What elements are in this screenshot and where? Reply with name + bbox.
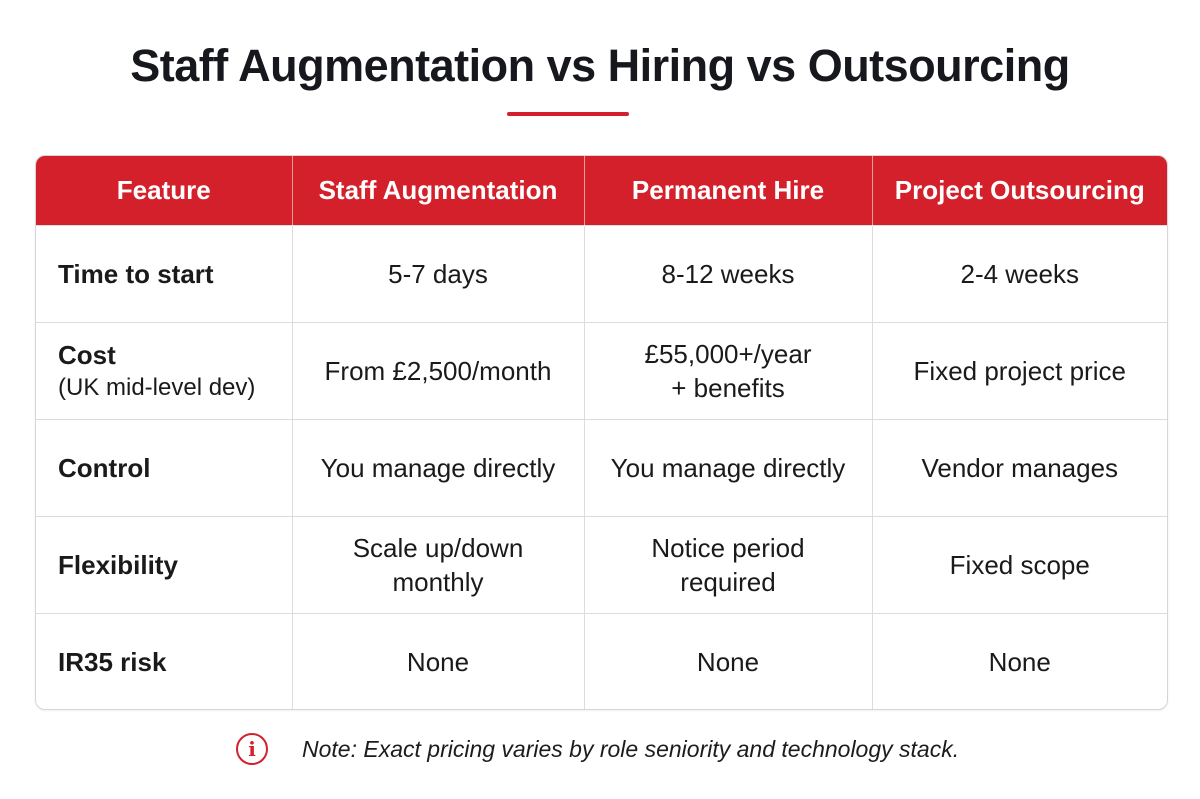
cell-text: None bbox=[696, 646, 760, 677]
cell-permanent-hire: None bbox=[583, 612, 872, 709]
table-row: Control You manage directly You manage dir… bbox=[36, 418, 1167, 516]
cell-project-outsourcing: None bbox=[871, 612, 1167, 709]
cell-permanent-hire: 8-12 weeks bbox=[583, 224, 872, 322]
cell-text: 5-7 days bbox=[388, 258, 488, 289]
cell-text: monthly bbox=[392, 566, 484, 597]
header-feature: Feature bbox=[116, 174, 211, 205]
header-staff-augmentation: Staff Augmentation bbox=[291, 156, 584, 225]
feature-cell: IR35 risk bbox=[36, 612, 292, 709]
cell-staff-augmentation: You manage directly bbox=[291, 418, 584, 516]
cell-project-outsourcing: Fixed project price bbox=[871, 321, 1167, 419]
feature-label: Cost bbox=[58, 339, 116, 370]
cell-text: + benefits bbox=[671, 372, 785, 403]
comparison-table: Feature Staff Augmentation Permanent Hir… bbox=[35, 155, 1168, 710]
cell-project-outsourcing: Fixed scope bbox=[871, 515, 1167, 613]
table-row: Time to start 5-7 days 8-12 weeks 2-4 weeks bbox=[36, 224, 1167, 322]
table-row: Cost (UK mid-level dev) From £2,500/month £… bbox=[36, 321, 1167, 419]
feature-label: Flexibility bbox=[58, 549, 178, 580]
cell-text: 2-4 weeks bbox=[960, 258, 1080, 289]
cell-text: Vendor manages bbox=[921, 452, 1119, 483]
feature-label: Control bbox=[58, 452, 151, 483]
feature-cell: Cost (UK mid-level dev) bbox=[36, 321, 292, 419]
cell-text: £55,000+/year bbox=[644, 338, 812, 369]
table-row: IR35 risk None None None bbox=[36, 612, 1167, 709]
cell-staff-augmentation: Scale up/down monthly bbox=[291, 515, 584, 613]
feature-cell: Time to start bbox=[36, 224, 292, 322]
cell-text: 8-12 weeks bbox=[661, 258, 795, 289]
cell-text: Fixed project price bbox=[913, 355, 1126, 386]
feature-cell: Flexibility bbox=[36, 515, 292, 613]
cell-permanent-hire: You manage directly bbox=[583, 418, 872, 516]
cell-project-outsourcing: 2-4 weeks bbox=[871, 224, 1167, 322]
cell-project-outsourcing: Vendor manages bbox=[871, 418, 1167, 516]
footnote-text: Note: Exact pricing varies by role senio… bbox=[302, 735, 960, 762]
cell-text: Fixed scope bbox=[949, 549, 1090, 580]
cell-text: You manage directly bbox=[320, 452, 556, 483]
cell-permanent-hire: £55,000+/year + benefits bbox=[583, 321, 872, 419]
title-underline bbox=[507, 112, 629, 116]
cell-text: None bbox=[406, 646, 470, 677]
feature-label: Time to start bbox=[58, 258, 214, 289]
page-title: Staff Augmentation vs Hiring vs Outsourc… bbox=[130, 40, 1070, 91]
cell-staff-augmentation: From £2,500/month bbox=[291, 321, 584, 419]
footnote: i Note: Exact pricing varies by role sen… bbox=[236, 733, 959, 765]
cell-text: Scale up/down bbox=[352, 532, 524, 563]
cell-text: required bbox=[680, 566, 776, 597]
feature-label: IR35 risk bbox=[58, 646, 167, 677]
cell-permanent-hire: Notice period required bbox=[583, 515, 872, 613]
cell-staff-augmentation: 5-7 days bbox=[291, 224, 584, 322]
feature-cell: Control bbox=[36, 418, 292, 516]
cell-text: Notice period bbox=[651, 532, 805, 563]
header-permanent-hire: Permanent Hire bbox=[583, 156, 872, 225]
cell-text: You manage directly bbox=[610, 452, 846, 483]
table-header-row: Feature Staff Augmentation Permanent Hir… bbox=[36, 156, 1167, 225]
cell-text: None bbox=[988, 646, 1051, 677]
table-row: Flexibility Scale up/down monthly Notice pe… bbox=[36, 515, 1167, 613]
cell-staff-augmentation: None bbox=[291, 612, 584, 709]
feature-sublabel: (UK mid-level dev) bbox=[58, 373, 256, 401]
info-icon: i bbox=[236, 733, 268, 765]
cell-text: From £2,500/month bbox=[324, 355, 552, 386]
header-project-outsourcing: Project Outsourcing bbox=[871, 156, 1167, 225]
